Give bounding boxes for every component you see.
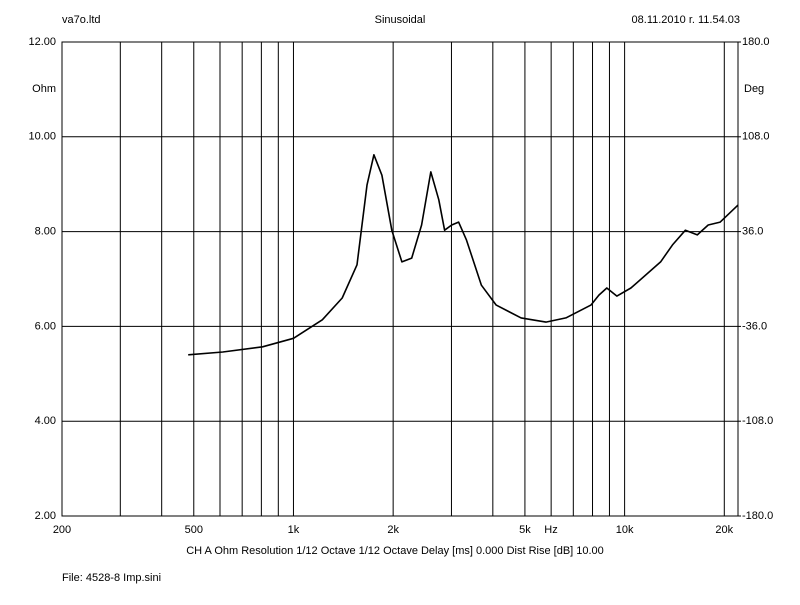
x-tick-label: 20k bbox=[715, 524, 733, 536]
impedance-line bbox=[188, 154, 739, 356]
x-tick-label: 2k bbox=[387, 524, 399, 536]
y-tick-label: 6.00 bbox=[35, 320, 56, 332]
x-tick-label: 200 bbox=[53, 524, 71, 536]
y2-tick-label: 108.0 bbox=[742, 131, 770, 143]
y-axis-label: Ohm bbox=[32, 83, 56, 95]
header-left: va7o.ltd bbox=[62, 14, 101, 26]
y2-tick-label: 180.0 bbox=[742, 36, 770, 48]
x-tick-label: 5k bbox=[519, 524, 531, 536]
y2-tick-label: -36.0 bbox=[742, 320, 767, 332]
y2-tick-label: -108.0 bbox=[742, 415, 773, 427]
y2-axis-label: Deg bbox=[744, 83, 764, 95]
footer: CH A Ohm Resolution 1/12 Octave 1/12 Oct… bbox=[186, 545, 604, 557]
y2-tick-label: -180.0 bbox=[742, 510, 773, 522]
chart-title: Sinusoidal bbox=[375, 14, 426, 26]
x-tick-label: 10k bbox=[616, 524, 634, 536]
y-tick-label: 8.00 bbox=[35, 226, 56, 238]
x-axis-label: Hz bbox=[544, 524, 557, 536]
y2-tick-label: 36.0 bbox=[742, 226, 763, 238]
y-tick-label: 2.00 bbox=[35, 510, 56, 522]
file-name: File: 4528-8 Imp.sini bbox=[62, 572, 161, 584]
y-tick-label: 4.00 bbox=[35, 415, 56, 427]
x-tick-label: 500 bbox=[185, 524, 203, 536]
x-tick-label: 1k bbox=[288, 524, 300, 536]
y-tick-label: 10.00 bbox=[28, 131, 56, 143]
header-right: 08.11.2010 r. 11.54.03 bbox=[632, 14, 740, 26]
y-tick-label: 12.00 bbox=[28, 36, 56, 48]
